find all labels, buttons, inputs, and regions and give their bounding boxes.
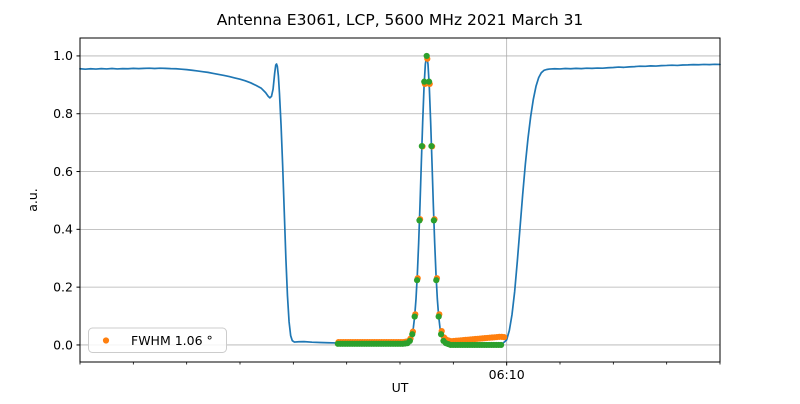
data-point-dot [406,337,413,344]
y-tick-label: 1.0 [53,48,73,63]
data-point-dot [423,52,430,60]
legend-label: FWHM 1.06 ° [131,333,213,348]
data-point-dot [409,331,416,338]
y-tick-label: 0.6 [53,164,73,179]
y-tick-labels: 0.0 0.2 0.4 0.6 0.8 1.0 [53,48,73,352]
data-point-dot [411,313,418,320]
data-point-dot [413,277,421,284]
legend-marker-dot [102,337,110,344]
legend-box [88,327,227,353]
data-point-dot [421,78,428,85]
data-point-dot [497,341,505,349]
y-tick-label: 0.2 [53,279,73,294]
signal-line [79,55,721,346]
legend: FWHM 1.06 ° [88,327,227,353]
fit-dot [501,334,508,341]
data-point-dot [437,331,445,338]
y-axis-label: a.u. [25,188,40,212]
data-point-dot [428,143,435,150]
data-point-dot [425,78,433,85]
data-point-dot [418,143,425,150]
y-tick-label: 0.0 [53,337,73,352]
y-tick-label: 0.8 [53,106,73,121]
y-tick-label: 0.4 [53,222,73,237]
x-tick-label-0610: 06:10 [489,367,525,382]
ticks-layer [76,55,721,366]
data-point-dot [433,277,440,284]
series-layer [79,52,721,349]
data-point-dot [435,313,442,320]
data-point-dot [416,217,423,224]
data-point-dot [430,217,437,224]
chart-title: Antenna E3061, LCP, 5600 MHz 2021 March … [217,11,584,29]
x-axis-label: UT [392,380,409,395]
